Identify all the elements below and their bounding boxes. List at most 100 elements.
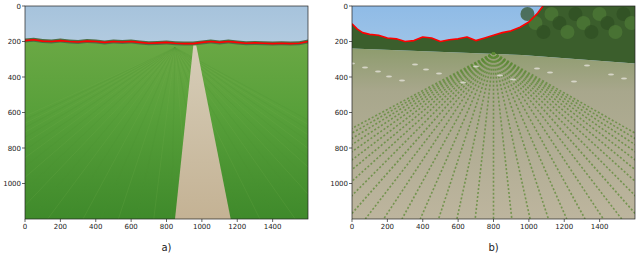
y-tick-label: 400 (335, 74, 348, 82)
x-tick-label: 800 (160, 223, 173, 231)
y-tick (22, 148, 25, 149)
y-tick (349, 77, 352, 78)
y-tick-label: 800 (335, 145, 348, 153)
seedling-row (494, 53, 636, 219)
stone (352, 63, 355, 65)
y-tick (22, 77, 25, 78)
x-tick (564, 219, 565, 222)
y-tick-label: 600 (335, 109, 348, 117)
y-tick (22, 41, 25, 42)
stone (510, 79, 516, 81)
stone (547, 72, 553, 74)
x-tick-label: 0 (350, 223, 354, 231)
stone (436, 73, 442, 75)
panel-caption: a) (161, 242, 171, 253)
crop-streak (25, 48, 175, 219)
crop-streak (25, 48, 175, 219)
y-tick-label: 600 (8, 109, 21, 117)
crop-streak (154, 48, 175, 219)
photo (352, 6, 635, 219)
x-tick-label: 1000 (520, 223, 538, 231)
y-tick-label: 200 (8, 38, 21, 46)
y-tick (349, 112, 352, 113)
seedling-row (352, 53, 494, 219)
crop-streak (25, 48, 175, 219)
stone (386, 76, 392, 78)
y-tick-label: 800 (8, 145, 21, 153)
x-tick-label: 600 (124, 223, 137, 231)
panel-caption: b) (488, 242, 498, 253)
x-tick-label: 1400 (264, 223, 282, 231)
horizon-line (352, 6, 543, 42)
y-tick (22, 6, 25, 7)
crop-streak (25, 48, 175, 219)
crop-streak (25, 48, 175, 219)
seedling-row (494, 53, 636, 219)
seedling-row (352, 53, 493, 219)
x-tick-label: 400 (416, 223, 429, 231)
panel: 0200400600800100012001400020040060080010… (182, 3, 640, 254)
stone (362, 67, 368, 69)
x-tick (201, 219, 202, 222)
seedling-row (352, 53, 494, 219)
stone (571, 81, 577, 83)
y-tick (22, 183, 25, 184)
x-tick-label: 1000 (193, 223, 211, 231)
sky (352, 6, 635, 219)
x-tick-label: 1200 (555, 223, 573, 231)
x-tick-label: 200 (381, 223, 394, 231)
seedling-row (494, 53, 636, 219)
y-tick-label: 200 (335, 38, 348, 46)
y-tick-label: 1000 (330, 180, 348, 188)
y-tick-label: 0 (344, 3, 348, 11)
crop-streak (25, 48, 175, 219)
seedling-row (365, 53, 493, 219)
crop-streak (65, 48, 175, 219)
foliage (584, 25, 598, 39)
y-tick-label: 1000 (3, 180, 21, 188)
stone (375, 71, 381, 73)
x-tick-label: 0 (23, 223, 27, 231)
path (175, 46, 231, 219)
crop-streak (136, 48, 175, 219)
x-tick-label: 1200 (228, 223, 246, 231)
seedling-row (494, 53, 636, 219)
x-tick-label: 1400 (591, 223, 609, 231)
seedling-row (494, 53, 636, 219)
axes-frame (25, 6, 308, 219)
crop-streak (83, 48, 175, 219)
y-tick (349, 148, 352, 149)
x-tick-label: 400 (89, 223, 102, 231)
seedling-row (494, 53, 604, 219)
seedling-row (352, 53, 494, 219)
seedling-row (352, 53, 494, 219)
crop-streak (101, 48, 175, 219)
crop-streak (30, 48, 175, 219)
crop-streak (25, 48, 175, 219)
foliage (560, 25, 574, 39)
figure: 0 200 400 600 800 1000 1200 1400 0 200 400 600 800 10… (0, 0, 640, 271)
axes-frame (352, 6, 635, 219)
foliage (624, 16, 635, 30)
seedling-row (457, 53, 494, 219)
data-layer (352, 6, 543, 42)
seedling-row (493, 53, 495, 219)
stone (473, 66, 479, 68)
crop-streak (48, 48, 175, 219)
y-tick-label: 400 (8, 74, 21, 82)
seedling-row (439, 53, 494, 219)
seedling-row (352, 53, 494, 219)
x-tick (95, 219, 96, 222)
seedling-row (494, 53, 531, 219)
stone (423, 69, 429, 71)
x-tick (493, 219, 494, 222)
y-tick (349, 41, 352, 42)
field (25, 42, 308, 219)
stone (497, 75, 503, 77)
y-tick (22, 112, 25, 113)
stone (460, 82, 466, 84)
seedling-row (352, 53, 494, 219)
crop-streak (118, 48, 175, 219)
sky (25, 6, 308, 219)
seedling-row (352, 53, 493, 219)
